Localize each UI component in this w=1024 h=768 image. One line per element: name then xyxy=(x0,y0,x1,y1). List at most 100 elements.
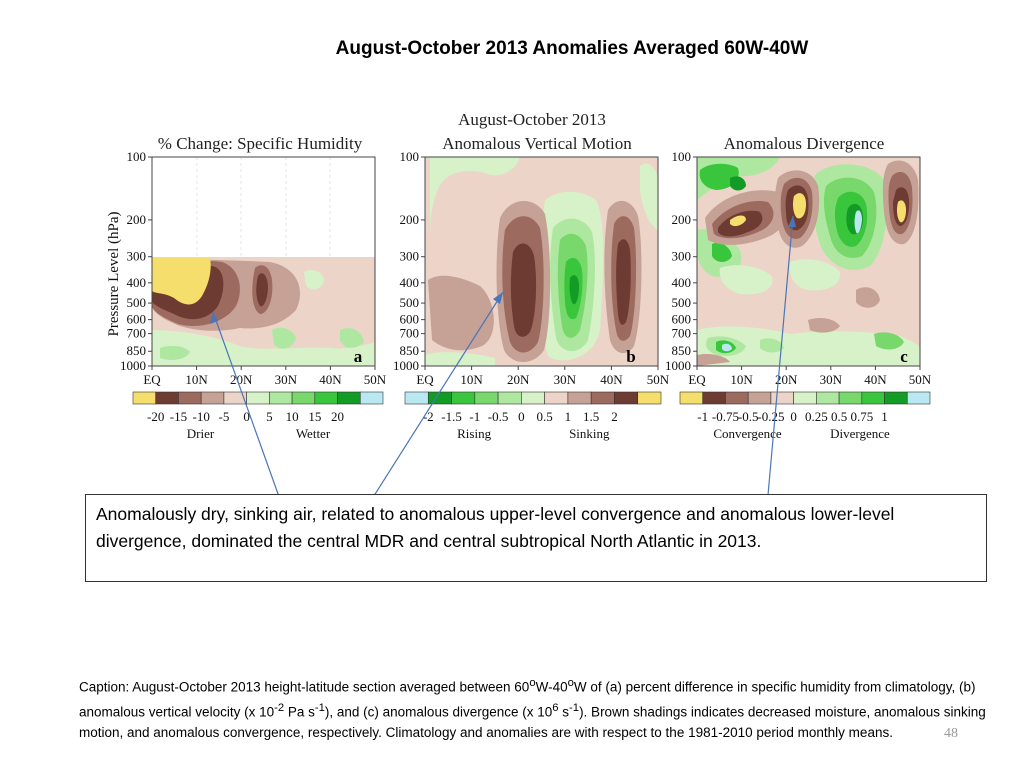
panel-b-xtick-label: 40N xyxy=(600,372,623,387)
panel-a-colorbar-swatch xyxy=(314,391,338,405)
panel-c-contour xyxy=(793,193,806,219)
panel-c-contour xyxy=(789,259,841,291)
caption-superscript: -1 xyxy=(314,701,325,714)
figure-caption: Caption: August-October 2013 height-lati… xyxy=(79,673,999,743)
panel-a-ytick-label: 500 xyxy=(127,295,147,310)
panel-a-contour xyxy=(152,258,211,305)
panel-b-colorbar-positive-title: Sinking xyxy=(569,426,610,441)
panel-c-frame xyxy=(696,156,921,367)
panel-a-xtick-label: 40N xyxy=(319,372,342,387)
panel-c-contour xyxy=(712,242,732,262)
panel-b-colorbar-label: -1 xyxy=(469,409,480,424)
panel-a-colorbar-positive-title: Wetter xyxy=(296,426,331,441)
panel-a-colorbar-swatch xyxy=(269,391,293,405)
panel-a-colorbar-swatch xyxy=(337,391,361,405)
panel-c-colorbar-swatch xyxy=(816,391,840,405)
panel-c-colorbar-swatch xyxy=(725,391,749,405)
arrow-to-panel-c xyxy=(767,215,794,496)
caption-text: W of (a) percent difference in specific … xyxy=(79,679,976,720)
panel-a-label: a xyxy=(354,347,363,366)
panel-b-ytick-label: 300 xyxy=(400,249,420,264)
panel-c-colorbar-label: -0.75 xyxy=(712,409,739,424)
panel-a-contour xyxy=(152,330,375,366)
panel-a-colorbar-label: -15 xyxy=(170,409,187,424)
panel-c-colorbar-positive-title: Divergence xyxy=(830,426,890,441)
panel-b-ytick-label: 400 xyxy=(400,275,420,290)
panel-a-ytick-label: 700 xyxy=(127,326,147,341)
panel-a-title: % Change: Specific Humidity xyxy=(158,134,363,153)
panel-c-colorbar-label: -0.5 xyxy=(738,409,759,424)
panel-a-plot: a xyxy=(151,156,376,367)
panel-b-ytick-label: 100 xyxy=(400,149,420,164)
panel-b-colorbar-swatch xyxy=(404,391,429,405)
panel-a-colorbar-label: 20 xyxy=(331,409,344,424)
panel-c-xtick-label: 30N xyxy=(820,372,843,387)
panel-c-contour xyxy=(719,265,773,295)
panel-c-contour xyxy=(874,332,904,350)
panel-a-colorbar-swatch xyxy=(291,391,316,405)
y-axis-label: Pressure Level (hPa) xyxy=(106,212,122,337)
panel-c-ytick-label: 200 xyxy=(672,212,692,227)
panel-b-colorbar-swatch xyxy=(637,391,662,405)
panel-c-colorbar-label: 0.5 xyxy=(831,409,847,424)
caption-superscript: 6 xyxy=(552,701,559,714)
panel-a-xtick-label: 10N xyxy=(185,372,208,387)
panel-c-contour xyxy=(697,326,920,366)
panel-c-ytick-label: 1000 xyxy=(665,358,691,373)
panel-b-frame xyxy=(424,156,659,367)
panel-b-colorbar-label: -2 xyxy=(423,409,434,424)
panel-c-xtick-label: 50N xyxy=(909,372,932,387)
panel-b-ytick-label: 600 xyxy=(400,312,420,327)
panel-b-ytick-label: 700 xyxy=(400,326,420,341)
panel-c-ytick-label: 100 xyxy=(672,149,692,164)
panel-c-contour xyxy=(722,343,732,352)
panel-c-contour xyxy=(856,287,880,308)
panel-c-colorbar-swatch xyxy=(884,391,908,405)
panel-a-colorbar-swatch xyxy=(155,391,179,405)
panel-b-xtick-label: 10N xyxy=(460,372,483,387)
panel-c-field xyxy=(697,157,920,366)
panel-c-xtick-label: 20N xyxy=(775,372,798,387)
panel-a-contour xyxy=(272,327,296,349)
panel-c-colorbar-swatch xyxy=(906,391,931,405)
panel-c-colorbar-label: -0.25 xyxy=(757,409,784,424)
panel-c-colorbar-swatch xyxy=(838,391,863,405)
panel-b-colorbar-label: 1.5 xyxy=(583,409,599,424)
panel-a-ytick-label: 100 xyxy=(127,149,147,164)
panel-a-ytick-label: 400 xyxy=(127,275,147,290)
panel-a-ytick-label: 1000 xyxy=(120,358,146,373)
panel-c-label: c xyxy=(900,347,908,366)
panel-b-ytick-label: 500 xyxy=(400,295,420,310)
panel-c-colorbar-label: 1 xyxy=(881,409,888,424)
panel-c-contour xyxy=(808,318,840,333)
panel-a-contour xyxy=(256,273,268,307)
panel-b-colorbar-swatch xyxy=(521,391,545,405)
panel-b-ytick-label: 1000 xyxy=(393,358,419,373)
panel-a-xtick-label: 20N xyxy=(230,372,253,387)
panel-c-colorbar-negative-title: Convergence xyxy=(713,426,782,441)
panel-a-contour xyxy=(160,345,190,360)
caption-text: ), and (c) anomalous divergence (x 10 xyxy=(324,704,553,719)
panel-b-field xyxy=(425,157,658,366)
panel-a-colorbar-label: 5 xyxy=(266,409,273,424)
panel-b-colorbar-negative-title: Rising xyxy=(457,426,491,441)
panel-c-colorbar-swatch xyxy=(702,391,726,405)
panel-c-colorbar-label: 0.75 xyxy=(850,409,873,424)
panel-a-xtick-label: EQ xyxy=(143,372,161,387)
panel-c-colorbar-label: 0 xyxy=(790,409,797,424)
caption-superscript: o xyxy=(529,677,536,689)
page-number: 48 xyxy=(944,726,958,741)
panel-a-ytick-label: 300 xyxy=(127,249,147,264)
panel-b-xtick-label: EQ xyxy=(416,372,434,387)
panel-c-xtick-label: 10N xyxy=(730,372,753,387)
panel-b-plot: b xyxy=(424,156,659,367)
arrow-to-panel-b xyxy=(364,291,504,511)
panel-b-xtick-label: 20N xyxy=(507,372,530,387)
panel-c-plot: c xyxy=(696,156,921,367)
panel-b-colorbar-label: 0 xyxy=(518,409,525,424)
panel-c-colorbar-swatch xyxy=(770,391,794,405)
arrow-to-panel-a xyxy=(212,311,283,506)
panel-a-colorbar-label: -5 xyxy=(218,409,229,424)
panel-b-colorbar-swatch xyxy=(427,391,452,405)
